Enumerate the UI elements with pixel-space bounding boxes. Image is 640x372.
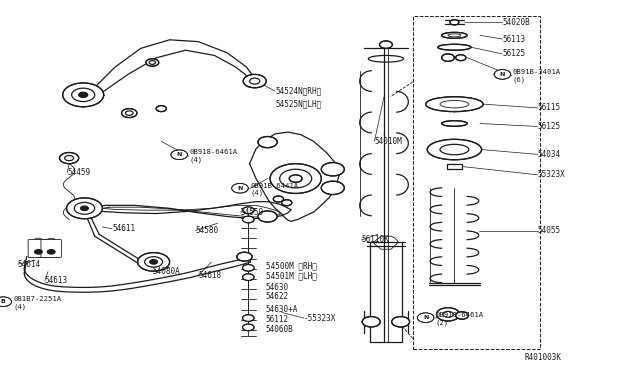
Text: 54500M 〈RH〉: 54500M 〈RH〉 — [266, 262, 316, 270]
Text: 55323X: 55323X — [538, 170, 565, 179]
Text: 54524N〈RH〉: 54524N〈RH〉 — [275, 87, 321, 96]
Circle shape — [456, 312, 468, 319]
Circle shape — [417, 313, 434, 323]
Circle shape — [270, 164, 321, 193]
Circle shape — [321, 181, 344, 195]
Circle shape — [232, 183, 248, 193]
Text: 0B918-6461A
(2): 0B918-6461A (2) — [436, 312, 484, 326]
Circle shape — [362, 317, 380, 327]
Text: 54630+A: 54630+A — [266, 305, 298, 314]
Ellipse shape — [442, 32, 467, 38]
Circle shape — [243, 324, 254, 331]
Circle shape — [243, 216, 254, 223]
Circle shape — [237, 252, 252, 261]
Text: 54034: 54034 — [538, 150, 561, 159]
Text: N: N — [500, 72, 505, 77]
Text: 54060B: 54060B — [266, 326, 293, 334]
Text: 54459: 54459 — [67, 169, 90, 177]
Circle shape — [450, 20, 459, 25]
Circle shape — [243, 274, 254, 280]
Circle shape — [436, 308, 460, 321]
Circle shape — [35, 250, 42, 254]
Text: 56125: 56125 — [502, 49, 525, 58]
Circle shape — [321, 163, 344, 176]
Circle shape — [243, 315, 254, 321]
Ellipse shape — [428, 140, 481, 160]
Circle shape — [243, 264, 254, 271]
Circle shape — [81, 206, 88, 211]
Text: 54501M 〈LH〉: 54501M 〈LH〉 — [266, 272, 316, 280]
Circle shape — [146, 59, 159, 66]
Text: 081B7-2251A
(4): 081B7-2251A (4) — [13, 296, 61, 310]
Text: 56115: 56115 — [538, 103, 561, 112]
Circle shape — [380, 41, 392, 48]
Ellipse shape — [442, 121, 467, 126]
Text: 56125: 56125 — [538, 122, 561, 131]
Text: N: N — [177, 152, 182, 157]
Circle shape — [494, 70, 511, 79]
Text: 54010M: 54010M — [374, 137, 402, 146]
Circle shape — [392, 317, 410, 327]
FancyBboxPatch shape — [41, 240, 61, 257]
Circle shape — [258, 137, 277, 148]
Text: 54020B: 54020B — [502, 18, 530, 27]
Text: 0B91B-3401A
(6): 0B91B-3401A (6) — [513, 69, 561, 83]
Text: 54525N〈LH〉: 54525N〈LH〉 — [275, 100, 321, 109]
Text: 54080A: 54080A — [152, 267, 180, 276]
Circle shape — [289, 175, 302, 182]
Text: 54611: 54611 — [112, 224, 135, 233]
Circle shape — [171, 150, 188, 160]
Circle shape — [282, 200, 292, 206]
Circle shape — [243, 207, 254, 214]
Circle shape — [63, 83, 104, 107]
Text: 0B918-6461A
(4): 0B918-6461A (4) — [189, 150, 237, 163]
Bar — [413, 16, 540, 349]
Text: R401003K: R401003K — [525, 353, 562, 362]
Circle shape — [273, 196, 284, 202]
Text: -55323X: -55323X — [304, 314, 337, 323]
Circle shape — [0, 297, 12, 307]
Circle shape — [442, 54, 454, 61]
Text: 54622: 54622 — [266, 292, 289, 301]
Text: N: N — [423, 315, 428, 320]
Circle shape — [243, 74, 266, 88]
Text: B: B — [1, 299, 6, 304]
Circle shape — [456, 55, 466, 61]
Text: N: N — [237, 186, 243, 191]
Text: 54630: 54630 — [266, 283, 289, 292]
Circle shape — [138, 253, 170, 271]
Circle shape — [122, 109, 137, 118]
FancyBboxPatch shape — [28, 240, 49, 257]
Circle shape — [47, 250, 55, 254]
Text: 54559: 54559 — [240, 208, 263, 217]
Circle shape — [156, 106, 166, 112]
Circle shape — [150, 260, 157, 264]
Text: 54614: 54614 — [18, 260, 41, 269]
Text: 0B91B-6441A
(4): 0B91B-6441A (4) — [250, 183, 298, 196]
Circle shape — [60, 153, 79, 164]
Text: 54055: 54055 — [538, 226, 561, 235]
Circle shape — [258, 211, 277, 222]
Circle shape — [79, 92, 88, 97]
Text: 56112: 56112 — [266, 315, 289, 324]
Text: 54580: 54580 — [195, 226, 218, 235]
Text: 56110K: 56110K — [362, 235, 389, 244]
Ellipse shape — [438, 44, 471, 50]
Text: 54618: 54618 — [198, 271, 221, 280]
Circle shape — [67, 198, 102, 219]
Ellipse shape — [426, 97, 483, 112]
Text: 56113: 56113 — [502, 35, 525, 44]
Text: 54613: 54613 — [45, 276, 68, 285]
